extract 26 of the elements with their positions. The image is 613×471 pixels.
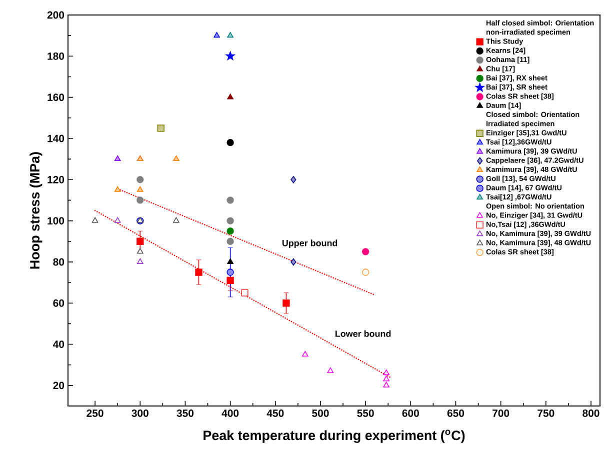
y-tick-label: 20: [53, 382, 64, 390]
y-tick-label: 140: [48, 134, 64, 142]
x-tick-label: 700: [492, 410, 510, 417]
x-tick-label: 300: [132, 410, 148, 417]
y-tick-label: 180: [48, 52, 64, 60]
x-tick-label: 650: [447, 410, 464, 417]
x-tick-label: 450: [266, 410, 284, 417]
y-tick-label: 60: [53, 299, 64, 307]
x-tick-label: 600: [402, 410, 419, 417]
y-tick-label: 80: [53, 258, 64, 266]
y-tick-label: 100: [48, 217, 64, 224]
x-tick-label: 800: [582, 410, 600, 417]
y-tick-label: 160: [48, 94, 64, 102]
x-tick-label: 550: [357, 410, 374, 417]
x-tick-label: 250: [86, 410, 104, 417]
annotation: Lower bound: [336, 330, 391, 337]
x-tick-label: 350: [176, 410, 194, 417]
y-axis-title: Hoop stress (MPa): [30, 152, 42, 269]
x-tick-label: 400: [222, 410, 239, 417]
y-tick-label: 120: [48, 176, 64, 184]
x-tick-label: 500: [312, 410, 329, 417]
x-tick-label: 750: [538, 410, 554, 417]
y-tick-label: 200: [47, 11, 64, 19]
annotation: Upper bound: [282, 240, 338, 248]
x-axis-title: Peak temperature during experiment ($^{o}$C): [204, 430, 465, 443]
y-tick-label: 40: [53, 340, 64, 348]
